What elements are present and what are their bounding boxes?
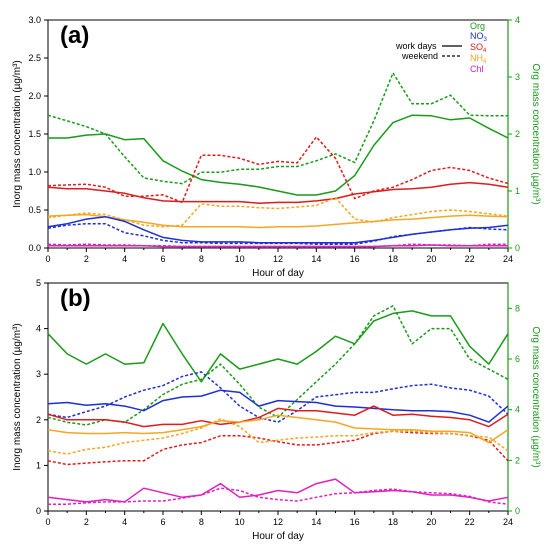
panel-b-y-tick-label-1: 1 [36, 460, 41, 470]
panel-b-series [47, 305, 509, 505]
panel-a-y2-tick-label-3: 3 [515, 72, 520, 82]
panel-a-ticks: 0 2 4 6 8 10 12 14 16 18 20 22 240.00.51.01.52.02.53… [28, 15, 520, 264]
panel-a-y-tick-label-3: 1.5 [28, 129, 41, 139]
panel-a-x-tick-label-9: 18 [388, 254, 398, 264]
panel-b-x-tick-label-1: 2 [84, 517, 89, 527]
legend-so4-sub: 4 [483, 48, 487, 54]
panel-a-series-org-weekend [47, 72, 508, 185]
panel-a-x-tick-label-3: 6 [160, 254, 165, 264]
panel-b-x-tick-label-2: 4 [122, 517, 127, 527]
panel-a-series-nh4-weekend [47, 197, 509, 228]
legend-no3-sub: 3 [484, 37, 488, 43]
legend-nh4-sub: 4 [483, 59, 487, 65]
panel-b-series-so4-work-days [47, 405, 509, 428]
panel-a-y2-axis-label: Org mass concentration (µg/m³) [530, 63, 541, 204]
panel-b-plot-frame [47, 282, 509, 512]
legend-weekend-label: weekend [401, 51, 438, 61]
panel-b-x-tick-label-11: 22 [465, 517, 475, 527]
panel-b-y-tick-label-4: 4 [36, 324, 41, 334]
panel-b-series-so4-weekend [47, 430, 509, 466]
panel-b-y-tick-label-0: 0 [36, 506, 41, 516]
panel-a-y-tick-label-4: 2.0 [28, 91, 41, 101]
panel-a-x-tick-label-2: 4 [122, 254, 127, 264]
panel-a-y-tick-label-6: 3.0 [28, 15, 41, 25]
panel-b-y-tick-label-2: 2 [36, 415, 41, 425]
panel-a-series-org-work-days [48, 114, 509, 196]
panel-b-x-tick-label-9: 18 [388, 517, 398, 527]
panel-a-y2-tick-label-0: 0 [515, 243, 520, 253]
panel-a-x-axis-label: Hour of day [252, 268, 304, 279]
panel-a-y2-tick-label-4: 4 [515, 15, 520, 25]
panel-a-y2-tick-label-2: 2 [515, 129, 520, 139]
panel-a-y-tick-label-0: 0.0 [28, 243, 41, 253]
panel-a-x-tick-label-11: 22 [465, 254, 475, 264]
panel-b-series-no3-work-days [47, 389, 509, 423]
legend-no3-base: NO [470, 31, 484, 41]
panel-b-y2-tick-label-2: 4 [515, 405, 520, 415]
panel-a-series-no3-weekend [47, 222, 509, 245]
panel-b-x-tick-label-6: 12 [273, 517, 283, 527]
panel-a-series-so4-weekend [47, 136, 509, 204]
panel-b-x-tick-label-7: 14 [311, 517, 321, 527]
legend: Org NO3 SO4 NH4 Chl work days weekend [395, 21, 488, 74]
panel-b-y2-axis-label: Org mass concentration (µg/m³) [530, 326, 541, 467]
panel-a-y-tick-label-2: 1.0 [28, 167, 41, 177]
legend-so4-base: SO [470, 42, 483, 52]
panel-b-y2-tick-label-3: 6 [515, 354, 520, 364]
panel-b-label: (b) [60, 285, 91, 312]
panel-a: (a) 0 2 4 6 8 10 12 14 16 18 20 22 240.00.51.01.52.0… [12, 15, 541, 279]
panel-a-x-tick-label-7: 14 [311, 254, 321, 264]
panel-b-series-org-weekend [47, 305, 509, 426]
panel-a-x-tick-label-1: 2 [84, 254, 89, 264]
panel-a-series-chl-weekend [47, 243, 508, 248]
legend-no3: NO3 [470, 31, 488, 43]
panel-a-plot-frame [47, 19, 509, 249]
legend-nh4-base: NH [470, 53, 483, 63]
panel-b-y-axis-label: Inorg mass concentration (µg/m³) [12, 323, 23, 470]
panel-b-series-chl-weekend [48, 487, 509, 505]
panel-a-label: (a) [60, 22, 89, 49]
panel-b-x-tick-label-0: 0 [45, 517, 50, 527]
panel-a-y2-tick-label-1: 1 [515, 186, 520, 196]
panel-a-x-tick-label-12: 24 [503, 254, 513, 264]
panel-b-series-org-work-days [47, 310, 509, 383]
panel-b-x-tick-label-3: 6 [160, 517, 165, 527]
panel-b-x-axis-label: Hour of day [252, 531, 304, 542]
panel-a-series-so4-work-days [47, 181, 509, 204]
legend-chl: Chl [470, 64, 484, 74]
panel-b-series-no3-weekend [47, 371, 509, 423]
panel-b-x-tick-label-4: 8 [199, 517, 204, 527]
legend-org: Org [470, 21, 485, 31]
panel-a-x-tick-label-4: 8 [199, 254, 204, 264]
panel-b-x-tick-label-10: 20 [426, 517, 436, 527]
panel-b-x-tick-label-5: 10 [235, 517, 245, 527]
panel-b-y2-tick-label-4: 8 [515, 303, 520, 313]
panel-a-y-axis-label: Inorg mass concentration (µg/m³) [12, 60, 23, 207]
legend-so4: SO4 [470, 42, 487, 54]
panel-b-y-tick-label-3: 3 [36, 369, 41, 379]
panel-b-series-chl-work-days [47, 478, 509, 503]
panel-a-x-tick-label-8: 16 [350, 254, 360, 264]
panel-a-y-tick-label-1: 0.5 [28, 205, 41, 215]
panel-b-y2-tick-label-1: 2 [515, 455, 520, 465]
panel-a-x-tick-label-0: 0 [45, 254, 50, 264]
panel-b-series-nh4-weekend [47, 418, 509, 455]
panel-b-x-tick-label-8: 16 [350, 517, 360, 527]
panel-b-y2-tick-label-0: 0 [515, 506, 520, 516]
panel-a-series-nh4-work-days [47, 213, 509, 229]
panel-a-x-tick-label-10: 20 [426, 254, 436, 264]
legend-nh4: NH4 [470, 53, 487, 65]
legend-work-days-label: work days [395, 41, 437, 51]
panel-a-x-tick-label-5: 10 [235, 254, 245, 264]
panel-b-x-tick-label-12: 24 [503, 517, 513, 527]
panel-a-x-tick-label-6: 12 [273, 254, 283, 264]
panel-a-series [47, 72, 509, 248]
panel-a-y-tick-label-5: 2.5 [28, 53, 41, 63]
panel-b-series-nh4-work-days [47, 414, 509, 444]
panel-b-y-tick-label-5: 5 [36, 278, 41, 288]
